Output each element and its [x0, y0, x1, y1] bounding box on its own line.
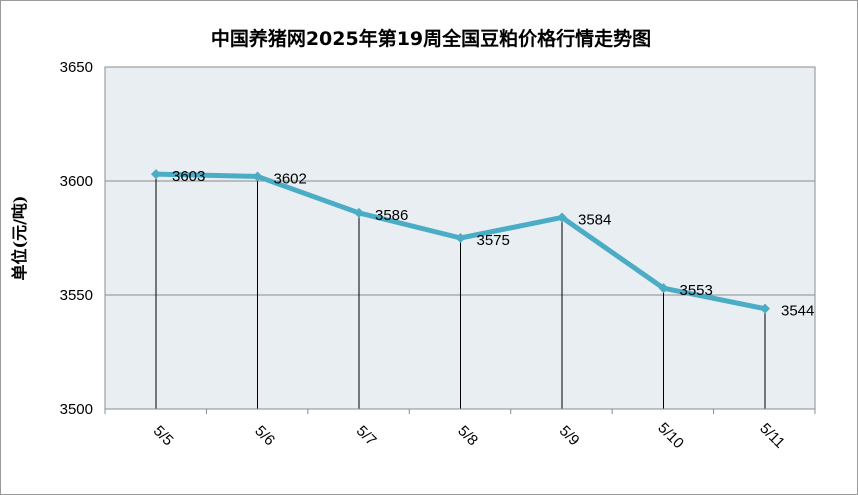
- data-label: 3603: [172, 168, 205, 185]
- data-label: 3602: [274, 170, 307, 187]
- x-tick-label: 5/9: [556, 422, 583, 449]
- drop-lines: [155, 174, 766, 409]
- y-tick-label: 3650: [60, 59, 93, 76]
- x-tick-label: 5/6: [251, 422, 278, 449]
- data-point-marker: [557, 212, 567, 223]
- data-label: 3544: [781, 303, 814, 320]
- data-point-marker: [151, 169, 161, 180]
- data-point-marker: [354, 207, 364, 218]
- x-tick-label: 5/10: [654, 419, 687, 452]
- data-point-marker: [658, 283, 669, 294]
- data-label: 3584: [578, 211, 611, 228]
- data-label: 3575: [477, 232, 510, 249]
- x-tick-label: 5/5: [150, 422, 177, 449]
- chart-title: 中国养猪网2025年第19周全国豆粕价格行情走势图: [211, 27, 651, 50]
- y-axis-label: 单位(元/吨): [10, 196, 29, 281]
- x-tick-label: 5/11: [756, 420, 788, 452]
- y-tick-label: 3550: [60, 287, 93, 304]
- y-tick-label: 3500: [60, 401, 93, 418]
- data-labels: 3603 3602 3586 3575 3584 3553 3544: [172, 168, 814, 320]
- x-tick-label: 5/8: [454, 422, 481, 449]
- y-axis: 3500 3550 3600 3650: [60, 59, 93, 418]
- y-tick-label: 3600: [60, 173, 93, 190]
- data-point-marker: [455, 233, 466, 243]
- x-axis: 5/5 5/6 5/7 5/8 5/9 5/10 5/11: [104, 408, 816, 452]
- x-tick-label: 5/7: [353, 422, 380, 449]
- data-point-marker: [760, 303, 770, 314]
- data-label: 3553: [680, 282, 713, 299]
- data-markers: [151, 169, 770, 314]
- data-point-marker: [252, 171, 263, 182]
- data-label: 3586: [375, 207, 408, 224]
